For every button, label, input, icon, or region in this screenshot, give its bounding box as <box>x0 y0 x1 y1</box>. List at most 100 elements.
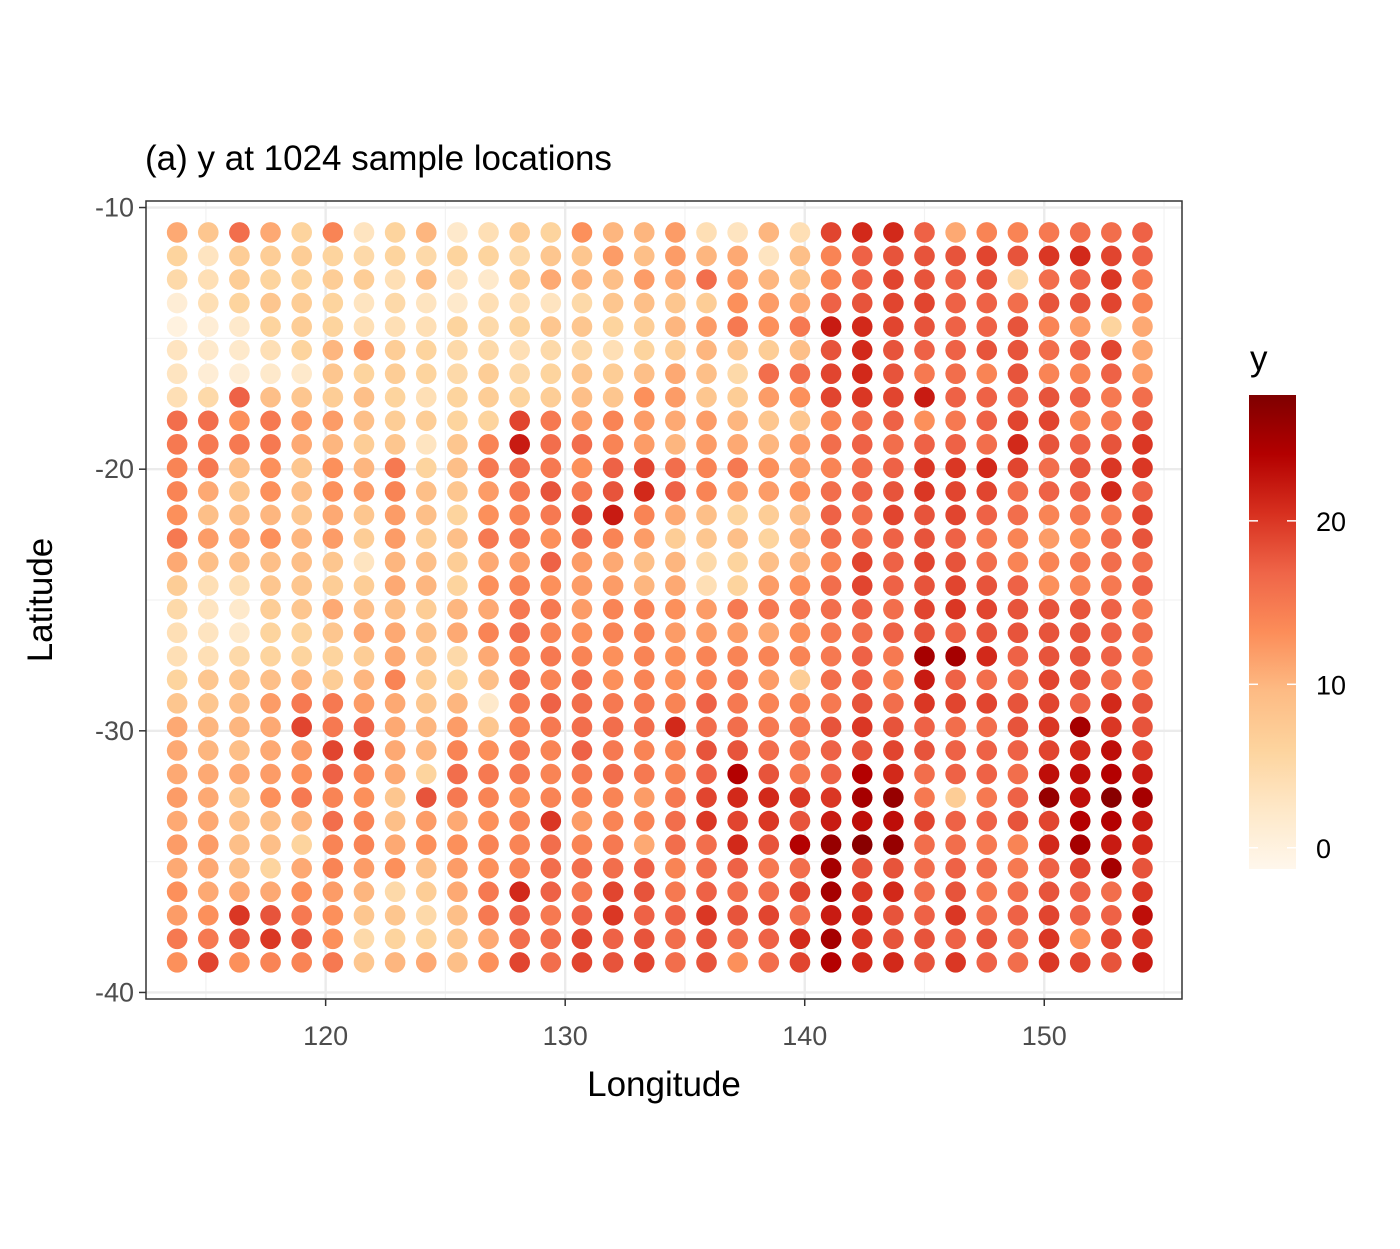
data-point <box>353 363 375 384</box>
data-point <box>789 386 811 408</box>
data-point <box>478 504 499 526</box>
data-point <box>1069 575 1091 596</box>
data-point <box>883 834 904 855</box>
data-point <box>166 904 188 926</box>
data-point <box>820 575 842 596</box>
data-point <box>478 316 499 337</box>
data-point <box>353 645 375 667</box>
data-point <box>1069 857 1091 879</box>
data-point <box>197 434 219 455</box>
data-point <box>291 669 313 691</box>
data-point <box>415 316 437 337</box>
data-point <box>789 504 811 526</box>
data-point <box>571 528 593 549</box>
data-point <box>447 434 468 455</box>
data-point <box>384 222 406 243</box>
data-point <box>478 763 499 785</box>
data-point <box>883 740 904 761</box>
data-point <box>166 857 188 879</box>
data-point <box>509 669 530 691</box>
data-point <box>197 810 219 832</box>
data-point <box>789 434 811 455</box>
data-point <box>1101 622 1122 643</box>
data-point <box>665 928 686 950</box>
data-point <box>976 669 998 691</box>
data-point <box>384 363 406 384</box>
data-point <box>1038 292 1060 314</box>
data-point <box>758 292 780 314</box>
data-point <box>1069 339 1091 361</box>
data-point <box>166 339 188 361</box>
data-point <box>1007 410 1029 432</box>
data-point <box>665 457 686 479</box>
data-point <box>851 740 873 761</box>
data-point <box>322 245 344 267</box>
data-point <box>1132 881 1153 903</box>
data-point <box>1069 834 1091 855</box>
data-point <box>384 434 406 455</box>
data-point <box>883 763 904 785</box>
data-point <box>540 928 562 950</box>
data-point <box>291 316 313 337</box>
data-point <box>633 881 655 903</box>
data-point <box>447 551 468 573</box>
data-point <box>851 386 873 408</box>
data-point <box>509 481 530 502</box>
data-point <box>789 740 811 761</box>
data-point <box>447 740 468 761</box>
data-point <box>696 316 717 337</box>
x-axis: 120 130 140 150 <box>303 999 1067 1051</box>
data-point <box>914 928 935 950</box>
data-point <box>976 410 998 432</box>
data-point <box>1101 763 1122 785</box>
data-point <box>665 669 686 691</box>
data-point <box>197 740 219 761</box>
data-point <box>1132 575 1153 596</box>
data-point <box>229 598 250 620</box>
data-point <box>758 904 780 926</box>
data-point <box>384 622 406 643</box>
data-point <box>197 222 219 243</box>
data-point <box>197 363 219 384</box>
data-point <box>384 952 406 973</box>
data-point <box>509 504 530 526</box>
data-point <box>883 269 904 290</box>
data-point <box>509 810 530 832</box>
data-point <box>758 504 780 526</box>
data-point <box>820 292 842 314</box>
data-point <box>976 457 998 479</box>
data-point <box>1101 292 1122 314</box>
data-point <box>820 904 842 926</box>
data-point <box>851 763 873 785</box>
data-point <box>1132 810 1153 832</box>
data-point <box>229 857 250 879</box>
data-point <box>415 598 437 620</box>
data-point <box>633 669 655 691</box>
data-point <box>1132 763 1153 785</box>
data-point <box>197 622 219 643</box>
data-point <box>197 787 219 808</box>
data-point <box>1101 787 1122 808</box>
data-point <box>260 575 281 596</box>
data-point <box>758 810 780 832</box>
data-point <box>820 481 842 502</box>
data-point <box>415 952 437 973</box>
data-point <box>166 763 188 785</box>
data-point <box>353 457 375 479</box>
data-point <box>415 904 437 926</box>
data-point <box>851 952 873 973</box>
data-point <box>914 551 935 573</box>
data-point <box>540 952 562 973</box>
data-point <box>1101 834 1122 855</box>
data-point <box>1007 481 1029 502</box>
data-point <box>945 669 966 691</box>
data-point <box>571 269 593 290</box>
data-point <box>851 457 873 479</box>
legend-ticks: 0 10 20 <box>1249 507 1346 864</box>
data-point <box>727 928 748 950</box>
data-point <box>945 952 966 973</box>
data-point <box>914 645 935 667</box>
data-point <box>602 292 624 314</box>
data-point <box>166 528 188 549</box>
data-point <box>229 504 250 526</box>
